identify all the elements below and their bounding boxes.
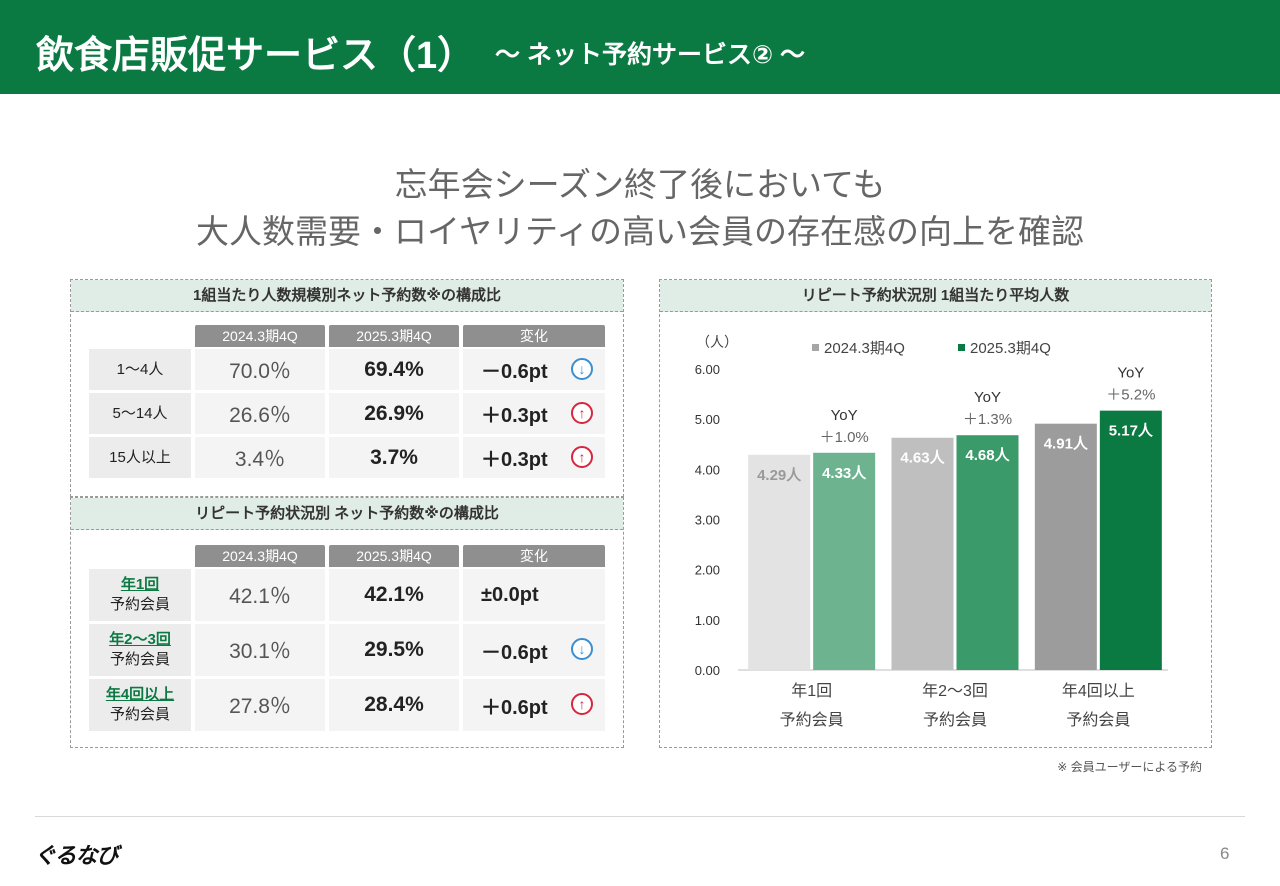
- table2-cell-cur: 42.1%: [329, 569, 459, 621]
- legend-label: 2024.3期4Q: [824, 340, 905, 357]
- y-tick-label: 6.00: [695, 362, 720, 377]
- y-tick-label: 2.00: [695, 563, 720, 578]
- y-tick-label: 3.00: [695, 513, 720, 528]
- y-axis-label: （人）: [696, 334, 738, 350]
- table2-cell-prev: 42.1％: [195, 569, 325, 621]
- table2-row-label: 年2～3回 予約会員: [89, 624, 191, 676]
- table2-cell-cur: 28.4%: [329, 679, 459, 731]
- yoy-annotation-label: YoY: [1117, 365, 1144, 382]
- table1-col-prev: 2024.3期4Q: [195, 325, 325, 347]
- table2-row-label: 年4回以上 予約会員: [89, 679, 191, 731]
- table1-cell-change: －0.6pt ↓: [463, 349, 605, 390]
- table2-panel: リピート予約状況別 ネット予約数※の構成比 2024.3期4Q 2025.3期4…: [70, 497, 624, 748]
- bar-value-label: 4.29人: [757, 467, 802, 484]
- yoy-annotation-value: ＋1.0%: [820, 429, 869, 446]
- x-tick-label: 年4回以上: [1062, 682, 1135, 700]
- up-arrow-icon: ↑: [571, 402, 593, 424]
- table1-cell-prev: 26.6％: [195, 393, 325, 434]
- table1-cell-cur: 26.9%: [329, 393, 459, 434]
- table2-col-cur: 2025.3期4Q: [329, 545, 459, 567]
- x-tick-label: 予約会員: [923, 711, 987, 729]
- table2-row-label: 年1回 予約会員: [89, 569, 191, 621]
- page-number: 6: [1220, 844, 1230, 863]
- gurunavi-logo: ぐるなび: [34, 843, 119, 868]
- table1-cell-change: ＋0.3pt ↑: [463, 393, 605, 434]
- table1-col-change: 変化: [463, 325, 605, 347]
- x-tick-label: 予約会員: [780, 711, 844, 729]
- table2-title: リピート予約状況別 ネット予約数※の構成比: [71, 498, 623, 530]
- y-tick-label: 5.00: [695, 412, 720, 427]
- table2-col-prev: 2024.3期4Q: [195, 545, 325, 567]
- bar: [1099, 410, 1162, 670]
- chart-panel: リピート予約状況別 1組当たり平均人数 （人） 0.00 1.00 2.00 3.00 4…: [659, 279, 1212, 748]
- table2-col-change: 変化: [463, 545, 605, 567]
- legend-label: 2025.3期4Q: [970, 340, 1051, 357]
- table1-col-cur: 2025.3期4Q: [329, 325, 459, 347]
- bar: [748, 454, 811, 670]
- page-subtitle: ～ ネット予約サービス② ～: [495, 41, 806, 69]
- headline-line-2: 大人数需要・ロイヤリティの高い会員の存在感の向上を確認: [195, 212, 1085, 251]
- header-bar: 飲食店販促サービス（1） ～ ネット予約サービス② ～: [0, 0, 1280, 94]
- table2-row-label-bottom: 予約会員: [109, 651, 170, 668]
- table1-change-text: ＋0.3pt: [481, 405, 548, 427]
- x-tick-label: 予約会員: [1066, 711, 1130, 729]
- table1-row-label: 5～14人: [89, 393, 191, 434]
- table2-change-text: ±0.0pt: [481, 583, 539, 606]
- table1-cell-cur: 3.7%: [329, 437, 459, 478]
- bar-value-label: 4.91人: [1044, 436, 1089, 453]
- down-arrow-icon: ↓: [571, 638, 593, 660]
- up-arrow-icon: ↑: [571, 693, 593, 715]
- table1-cell-prev: 3.4％: [195, 437, 325, 478]
- bar: [956, 435, 1019, 670]
- footer-divider: [35, 816, 1245, 817]
- headline-line-1: 忘年会シーズン終了後においても: [394, 165, 886, 204]
- table1-cell-prev: 70.0％: [195, 349, 325, 390]
- yoy-annotation-label: YoY: [974, 389, 1001, 406]
- yoy-annotation-label: YoY: [831, 407, 858, 424]
- table1-row-label: 15人以上: [89, 437, 191, 478]
- table2-row-label-bottom: 予約会員: [109, 706, 170, 723]
- table2-cell-change: －0.6pt ↓: [463, 624, 605, 676]
- table2-change-text: －0.6pt: [481, 641, 548, 664]
- y-tick-label: 0.00: [695, 663, 720, 678]
- table2-row-label-bottom: 予約会員: [109, 596, 170, 613]
- table2-row-label-top: 年4回以上: [105, 686, 175, 703]
- table2-change-text: ＋0.6pt: [481, 696, 548, 719]
- table2-cell-prev: 27.8％: [195, 679, 325, 731]
- yoy-annotation-value: ＋5.2%: [1106, 387, 1155, 404]
- bar-value-label: 4.68人: [965, 447, 1010, 464]
- bar-value-label: 5.17人: [1109, 423, 1154, 440]
- table1-row-label: 1～4人: [89, 349, 191, 390]
- bar-value-label: 4.63人: [900, 450, 945, 467]
- yoy-annotation-value: ＋1.3%: [963, 411, 1012, 428]
- table2-cell-change: ＋0.6pt ↑: [463, 679, 605, 731]
- up-arrow-icon: ↑: [571, 446, 593, 468]
- table1-cell-cur: 69.4%: [329, 349, 459, 390]
- x-tick-label: 年2～3回: [922, 682, 988, 700]
- table1-panel: 1組当たり人数規模別ネット予約数※の構成比 2024.3期4Q 2025.3期4…: [70, 279, 624, 497]
- bar: [813, 452, 876, 670]
- page-title: 飲食店販促サービス（1）: [36, 35, 476, 77]
- legend-swatch: [958, 344, 965, 351]
- bar: [891, 437, 954, 670]
- table2-row-label-top: 年2～3回: [109, 631, 171, 648]
- footnote: ※ 会員ユーザーによる予約: [1057, 760, 1202, 774]
- bar-value-label: 4.33人: [822, 465, 867, 482]
- bar-chart: （人） 0.00 1.00 2.00 3.00 4.00 5.00 6.00 2024.3期4Q…: [695, 334, 1168, 729]
- x-tick-label: 年1回: [791, 682, 832, 700]
- y-tick-label: 4.00: [695, 462, 720, 477]
- bar: [1034, 423, 1097, 670]
- table2-cell-change: ±0.0pt: [463, 569, 605, 621]
- down-arrow-icon: ↓: [571, 358, 593, 380]
- y-tick-label: 1.00: [695, 613, 720, 628]
- table1-change-text: ＋0.3pt: [481, 449, 548, 471]
- chart-panel-title: リピート予約状況別 1組当たり平均人数: [660, 280, 1211, 312]
- table2-cell-cur: 29.5%: [329, 624, 459, 676]
- table1-cell-change: ＋0.3pt ↑: [463, 437, 605, 478]
- table1-title: 1組当たり人数規模別ネット予約数※の構成比: [71, 280, 623, 312]
- table2-cell-prev: 30.1％: [195, 624, 325, 676]
- legend-swatch: [812, 344, 819, 351]
- table2-row-label-top: 年1回: [120, 576, 160, 593]
- table1-change-text: －0.6pt: [481, 361, 548, 383]
